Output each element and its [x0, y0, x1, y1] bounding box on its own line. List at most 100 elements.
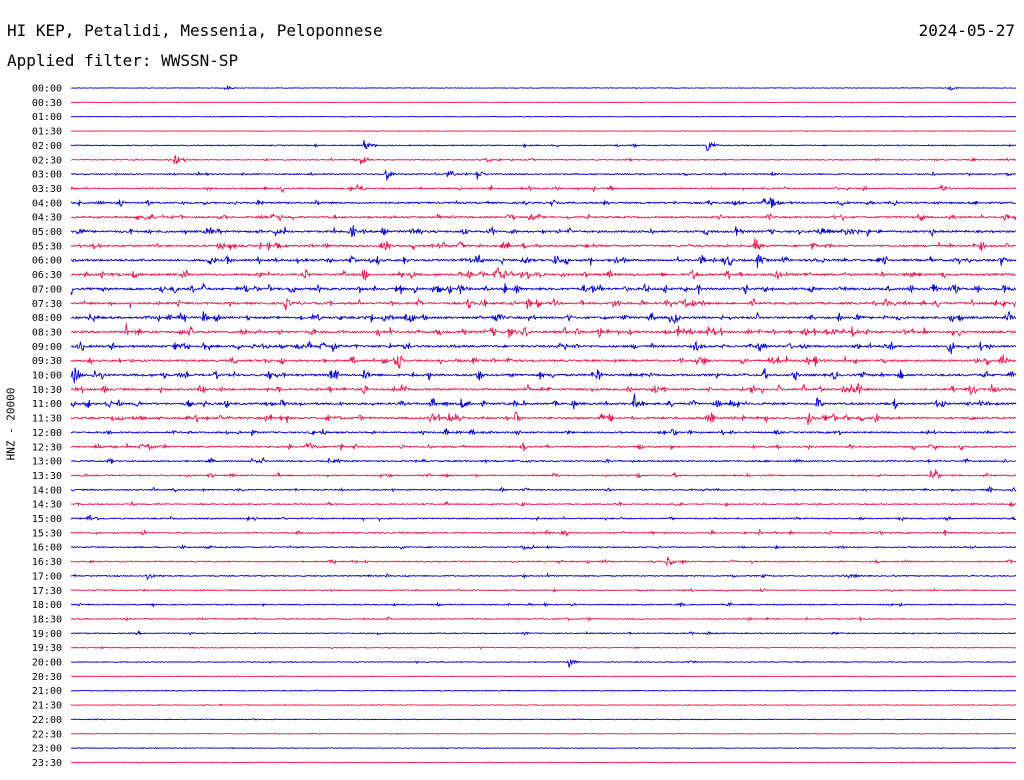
trace-1730: [70, 587, 1017, 593]
row-label-0430: 04:30: [32, 213, 62, 224]
trace-0830: [70, 323, 1017, 338]
trace-2330: [70, 761, 1017, 764]
row-label-0600: 06:00: [32, 256, 62, 267]
trace-0100: [70, 115, 1017, 118]
row-label-2130: 21:30: [32, 701, 62, 712]
row-label-0330: 03:30: [32, 184, 62, 195]
row-label-0500: 05:00: [32, 227, 62, 238]
row-label-0830: 08:30: [32, 327, 62, 338]
row-label-0930: 09:30: [32, 356, 62, 367]
trace-1000: [70, 367, 1017, 384]
trace-2000: [70, 658, 1017, 668]
row-label-1400: 14:00: [32, 485, 62, 496]
row-label-1230: 12:30: [32, 442, 62, 453]
trace-1900: [70, 630, 1017, 636]
row-label-1800: 18:00: [32, 600, 62, 611]
row-label-2000: 20:00: [32, 658, 62, 669]
trace-0200: [70, 140, 1017, 152]
row-label-1100: 11:00: [32, 399, 62, 410]
trace-1330: [70, 469, 1017, 480]
row-label-1430: 14:30: [32, 500, 62, 511]
row-label-2230: 22:30: [32, 729, 62, 740]
row-label-1530: 15:30: [32, 528, 62, 539]
row-label-1700: 17:00: [32, 571, 62, 582]
trace-1130: [70, 411, 1017, 425]
trace-2030: [70, 675, 1017, 678]
row-label-0730: 07:30: [32, 299, 62, 310]
trace-1530: [70, 529, 1017, 538]
row-label-0300: 03:00: [32, 170, 62, 181]
row-label-0400: 04:00: [32, 198, 62, 209]
row-label-1200: 12:00: [32, 428, 62, 439]
trace-0130: [70, 130, 1016, 132]
trace-1930: [70, 645, 1017, 650]
trace-0800: [70, 311, 1017, 325]
row-label-2200: 22:00: [32, 715, 62, 726]
row-label-0900: 09:00: [32, 342, 62, 353]
trace-0230: [70, 154, 1017, 165]
row-label-1330: 13:30: [32, 471, 62, 482]
trace-0430: [70, 212, 1017, 222]
row-label-1830: 18:30: [32, 614, 62, 625]
trace-1100: [70, 393, 1017, 410]
station-title: HI KEP, Petalidi, Messenia, Peloponnese: [7, 21, 383, 40]
trace-0400: [70, 197, 1017, 208]
trace-1830: [70, 615, 1017, 623]
row-label-0630: 06:30: [32, 270, 62, 281]
row-label-0000: 00:00: [32, 84, 62, 95]
trace-0730: [70, 297, 1017, 311]
row-label-1500: 15:00: [32, 514, 62, 525]
trace-1630: [70, 556, 1017, 567]
trace-1600: [70, 543, 1017, 551]
row-label-0130: 01:30: [32, 127, 62, 138]
row-label-1300: 13:00: [32, 457, 62, 468]
row-label-1930: 19:30: [32, 643, 62, 654]
trace-1030: [70, 382, 1017, 396]
row-label-1130: 11:30: [32, 414, 62, 425]
trace-2100: [70, 689, 1017, 692]
row-label-0100: 01:00: [32, 112, 62, 123]
row-label-0530: 05:30: [32, 241, 62, 252]
trace-0500: [70, 225, 1017, 238]
trace-0630: [70, 267, 1017, 281]
row-label-1630: 16:30: [32, 557, 62, 568]
row-label-2330: 23:30: [32, 758, 62, 769]
trace-1200: [70, 427, 1017, 437]
trace-1300: [71, 457, 1017, 465]
trace-1430: [70, 500, 1017, 508]
row-label-1600: 16:00: [32, 543, 62, 554]
row-label-0230: 02:30: [32, 155, 62, 166]
trace-2230: [70, 732, 1017, 735]
row-label-2300: 23:00: [32, 744, 62, 755]
row-label-1730: 17:30: [32, 586, 62, 597]
trace-1400: [70, 485, 1017, 494]
date-label: 2024-05-27: [918, 21, 1015, 40]
row-label-2030: 20:30: [32, 672, 62, 683]
row-label-1900: 19:00: [32, 629, 62, 640]
filter-label: Applied filter: WWSSN-SP: [7, 51, 239, 70]
trace-1800: [70, 601, 1017, 608]
seismic-traces: [70, 84, 1017, 764]
row-label-0800: 08:00: [32, 313, 62, 324]
trace-0000: [70, 84, 1017, 91]
trace-0530: [70, 238, 1017, 252]
row-tick-labels: 00:00 00:30 01:00 01:30 02:00 02:30 03:00 03:30…: [32, 84, 62, 769]
row-label-0200: 02:00: [32, 141, 62, 152]
trace-0330: [70, 183, 1017, 194]
trace-2130: [70, 703, 1017, 707]
trace-0700: [70, 282, 1017, 295]
row-label-1030: 10:30: [32, 385, 62, 396]
trace-0300: [70, 170, 1017, 181]
trace-1500: [70, 514, 1017, 523]
trace-0030: [70, 101, 1017, 104]
trace-1230: [70, 441, 1017, 452]
trace-0930: [70, 354, 1017, 369]
trace-1700: [70, 572, 1017, 581]
row-label-0030: 00:30: [32, 98, 62, 109]
trace-0900: [70, 340, 1017, 355]
trace-2300: [70, 746, 1017, 750]
trace-2200: [70, 718, 1017, 721]
row-label-0700: 07:00: [32, 284, 62, 295]
trace-0600: [70, 254, 1017, 268]
